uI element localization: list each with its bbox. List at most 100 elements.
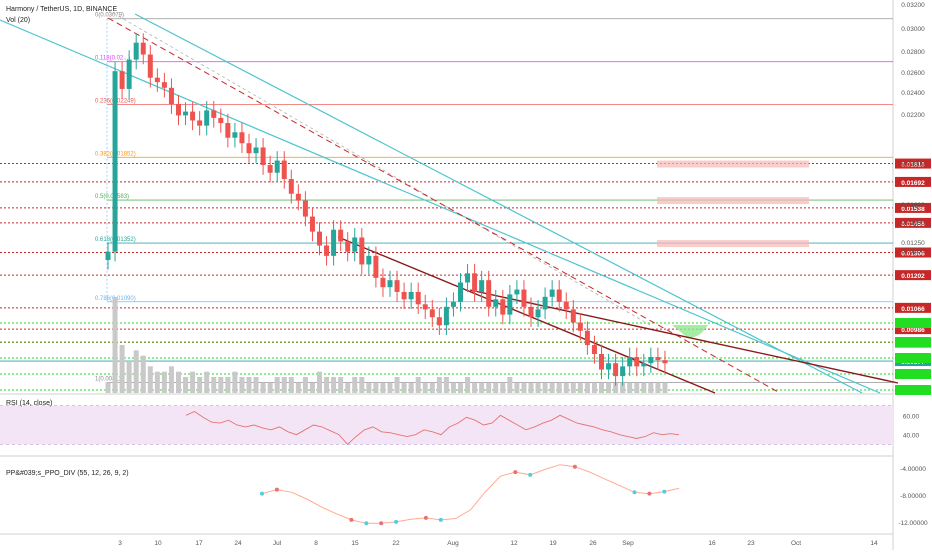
candle-body <box>408 291 414 300</box>
ppo-divergence-marker <box>513 470 518 475</box>
ppo-divergence-marker <box>423 515 428 520</box>
resistance-price-label: 0.01810 <box>901 162 925 169</box>
volume-bar <box>345 382 351 393</box>
candle-body <box>295 193 301 201</box>
volume-bar <box>225 377 231 393</box>
volume-bar <box>556 382 562 393</box>
time-tick-label: 15 <box>351 540 359 547</box>
time-tick-label: 16 <box>708 540 716 547</box>
volume-bar <box>387 382 393 393</box>
candle-body <box>190 111 196 121</box>
rsi-title: RSI (14, close) <box>6 400 52 407</box>
volume-bar <box>359 377 365 393</box>
candle-body <box>641 363 647 367</box>
resistance-price-tag <box>895 202 931 213</box>
support-price-tag <box>895 337 931 347</box>
resistance-price-label: 0.01202 <box>901 273 925 280</box>
candle-body <box>253 147 259 154</box>
ppo-divergence-marker <box>379 521 384 526</box>
volume-bar <box>373 382 379 393</box>
volume-bar <box>112 297 118 393</box>
rsi-band <box>0 405 893 445</box>
candle-body <box>521 289 527 307</box>
candle-body <box>591 345 597 354</box>
price-tick-label: 0.01350 <box>901 220 925 227</box>
volume-bar <box>458 382 463 393</box>
candle-body <box>239 132 245 144</box>
time-tick-label: 26 <box>589 540 597 547</box>
volume-bar <box>655 382 661 393</box>
candle-body <box>338 229 344 242</box>
volume-bar <box>309 382 315 393</box>
ppo-divergence-marker <box>647 491 652 496</box>
time-tick-label: 22 <box>392 540 400 547</box>
volume-title: Vol (20) <box>6 17 30 24</box>
channel-midline <box>107 9 651 326</box>
candle-body <box>232 132 238 138</box>
resistance-trendline <box>107 17 781 394</box>
support-price-tag <box>895 353 931 363</box>
candle-body <box>584 330 590 346</box>
fib-level-label: 0.118(0.02...) <box>95 56 130 62</box>
candle-body <box>197 120 203 126</box>
ppo-divergence-marker <box>274 487 279 492</box>
price-tick-label: 0.02000 <box>901 161 925 168</box>
volume-bar <box>197 377 203 393</box>
candle-body <box>648 357 654 364</box>
volume-bar <box>450 382 456 393</box>
candle-body <box>563 301 569 310</box>
supply-zone <box>657 240 809 248</box>
resistance-price-label: 0.01456 <box>901 221 925 228</box>
candle-body <box>606 363 612 370</box>
volume-bar <box>161 371 167 393</box>
volume-bars <box>105 297 668 393</box>
time-tick-label: 19 <box>549 540 557 547</box>
time-tick-label: 14 <box>870 540 878 547</box>
volume-bar <box>436 377 442 393</box>
fib-level-label: 0.5(0.01583) <box>95 194 129 200</box>
volume-bar <box>154 371 160 393</box>
resistance-price-tag <box>895 324 931 335</box>
volume-bar <box>479 382 485 393</box>
resistance-price-label: 0.01692 <box>901 180 925 187</box>
candle-body <box>500 299 506 315</box>
candle-body <box>394 280 400 292</box>
candle-body <box>168 87 174 105</box>
volume-bar <box>288 377 294 393</box>
volume-bar <box>486 382 492 393</box>
candle-body <box>331 229 337 256</box>
volume-bar <box>331 377 337 393</box>
volume-bar <box>253 377 259 393</box>
candle-body <box>246 143 252 154</box>
time-tick-label: 24 <box>234 540 242 547</box>
volume-bar <box>634 382 640 393</box>
ppo-divergence-marker <box>572 464 577 469</box>
volume-bar <box>577 382 583 393</box>
volume-bar <box>641 382 647 393</box>
volume-bar <box>366 382 372 393</box>
rsi-panel: RSI (14, close) 60.00 40.00 <box>0 400 920 445</box>
fib-level-label: 1(0.00811) <box>95 376 124 382</box>
candle-body <box>486 280 492 307</box>
candle-body <box>507 294 513 315</box>
candle-body <box>465 273 471 283</box>
candle-body <box>267 165 273 173</box>
volume-bar <box>190 371 196 393</box>
volume-bar <box>126 361 132 393</box>
candlesticks <box>105 33 668 386</box>
volume-bar <box>338 377 344 393</box>
candle-body <box>260 147 266 166</box>
resistance-price-label: 0.00986 <box>901 327 925 334</box>
resistance-price-tag <box>895 158 931 169</box>
volume-bar <box>147 366 153 393</box>
ppo-line <box>261 464 680 524</box>
candle-body <box>514 289 520 295</box>
candle-body <box>126 59 132 89</box>
time-tick-label: Jul <box>273 540 282 547</box>
target-zone <box>672 325 708 338</box>
price-tick-label: 0.02400 <box>901 90 925 97</box>
trend-lines <box>0 9 899 394</box>
candle-body <box>105 251 111 260</box>
candle-body <box>309 216 315 232</box>
